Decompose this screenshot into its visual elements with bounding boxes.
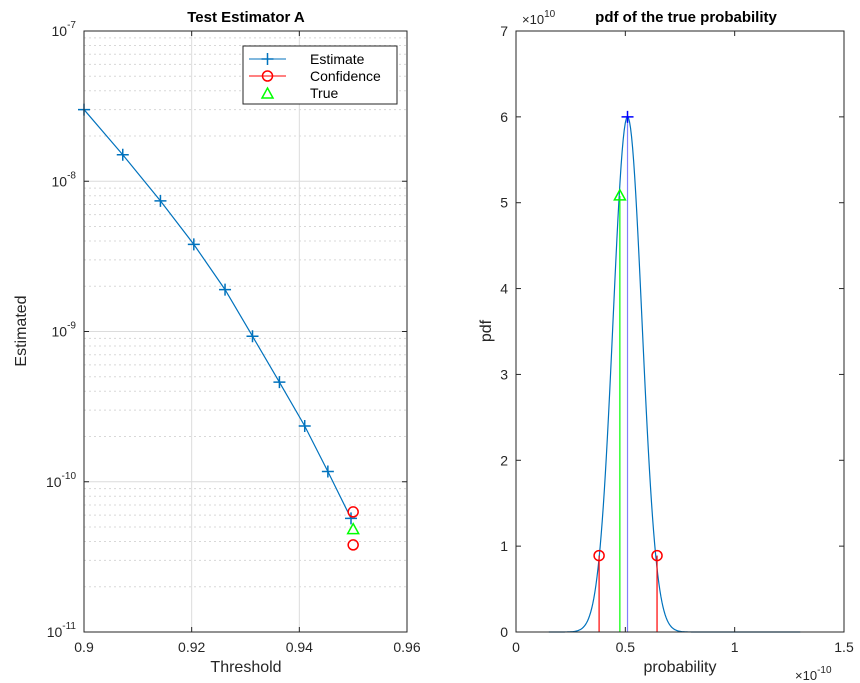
data-point-estimate xyxy=(345,512,358,525)
x-axis-label-a: Threshold xyxy=(210,659,281,676)
chart-pdf-true-probability: 0 0.5 1 1.5 0 1 2 3 4 5 6 7 ×1010 pdf of the true p… xyxy=(478,9,854,683)
data-point-estimate xyxy=(187,238,200,251)
y-axis-label-b: pdf xyxy=(478,319,495,342)
legend-box xyxy=(242,45,398,105)
data-point-confidence xyxy=(593,549,605,562)
axes-box-b xyxy=(515,30,845,633)
chart-title-a: Test Estimator A xyxy=(187,9,305,26)
y-tick-label: 10-11 xyxy=(47,621,77,640)
y-tick-label: 10-8 xyxy=(52,170,77,189)
data-point-estimate xyxy=(116,148,129,161)
data-point-estimate xyxy=(154,194,167,207)
data-point-estimate xyxy=(273,376,286,389)
y-tick-label: 10-10 xyxy=(46,471,76,490)
legend-item-true: True xyxy=(260,85,338,101)
y-tick-label: 10-9 xyxy=(52,321,77,340)
x-tick-label: 0.94 xyxy=(286,639,313,655)
chart-test-estimator: 0.9 0.92 0.94 0.96 10-7 10-8 10-9 10-10 10-11 Te… xyxy=(13,9,421,676)
plus-marker-icon xyxy=(261,53,274,65)
x-tick-label: 0.5 xyxy=(616,639,636,655)
ticks-b: 0 0.5 1 1.5 0 1 2 3 4 5 6 7 xyxy=(500,23,854,655)
x-multiplier-label: ×10-10 xyxy=(795,665,832,683)
triangle-marker-icon xyxy=(260,86,275,99)
plot-area-b xyxy=(516,31,844,632)
data-point-confidence xyxy=(347,506,359,518)
y-tick-label: 7 xyxy=(500,23,508,39)
data-point-confidence xyxy=(347,539,359,551)
circle-marker-icon xyxy=(261,70,274,82)
legend: Estimate Confidence True xyxy=(242,45,398,105)
legend-label-estimate: Estimate xyxy=(310,51,365,67)
y-tick-label: 5 xyxy=(500,195,508,211)
data-point-estimate xyxy=(219,283,232,296)
x-tick-label: 0.92 xyxy=(178,639,205,655)
y-tick-label: 10-7 xyxy=(52,20,77,39)
y-tick-label: 3 xyxy=(500,366,508,382)
data-point-true xyxy=(613,188,627,201)
data-point-estimate xyxy=(321,465,334,478)
data-point-estimate xyxy=(246,330,259,343)
x-tick-label: 0 xyxy=(512,639,520,655)
legend-item-estimate: Estimate xyxy=(249,51,365,67)
data-point-true xyxy=(346,522,360,535)
y-tick-label: 6 xyxy=(500,109,508,125)
x-tick-label: 0.9 xyxy=(74,639,94,655)
series-line-estimate xyxy=(83,109,352,519)
ticks-a: 0.9 0.92 0.94 0.96 10-7 10-8 10-9 10-10 10-11 xyxy=(46,20,421,655)
y-axis-label-a: Estimated xyxy=(13,295,30,366)
y-tick-label: 1 xyxy=(500,538,508,554)
y-multiplier-label: ×1010 xyxy=(522,9,556,27)
data-point-peak xyxy=(621,110,634,123)
y-tick-label: 2 xyxy=(500,452,508,468)
chart-title-b: pdf of the true probability xyxy=(595,9,777,26)
x-tick-label: 0.96 xyxy=(393,639,420,655)
x-tick-label: 1 xyxy=(731,639,739,655)
x-tick-label: 1.5 xyxy=(834,639,854,655)
legend-label-true: True xyxy=(310,85,338,101)
legend-label-confidence: Confidence xyxy=(310,68,381,84)
grid-a xyxy=(83,31,408,633)
legend-item-confidence: Confidence xyxy=(249,68,381,84)
data-point-estimate xyxy=(298,419,311,432)
x-axis-label-b: probability xyxy=(644,659,717,676)
y-tick-label: 4 xyxy=(500,281,508,297)
y-tick-label: 0 xyxy=(500,624,508,640)
data-point-confidence xyxy=(651,549,663,562)
